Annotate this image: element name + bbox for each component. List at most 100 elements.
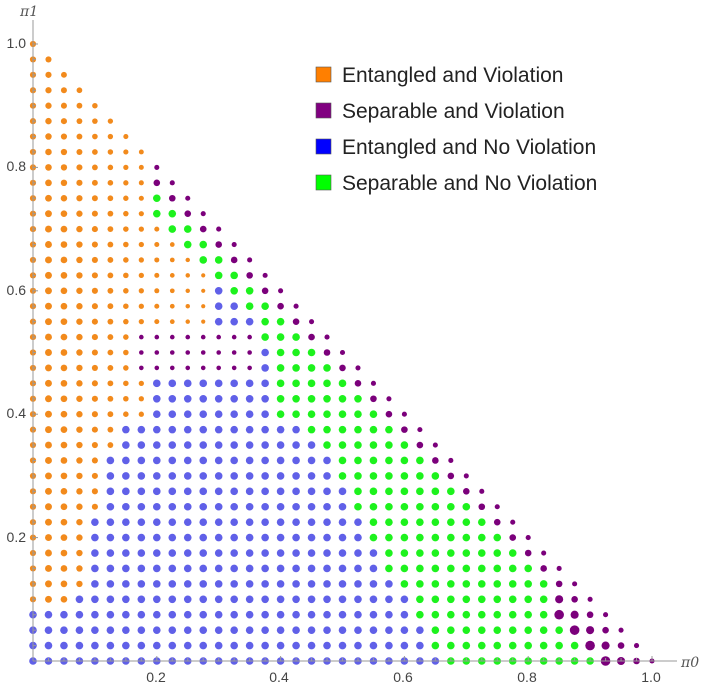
data-point (230, 317, 238, 326)
data-point (216, 334, 221, 340)
data-point (60, 595, 68, 603)
data-point (276, 410, 285, 419)
data-point (154, 334, 160, 340)
data-point (494, 504, 500, 510)
data-point (76, 364, 83, 372)
data-point (106, 518, 115, 526)
data-point (60, 272, 68, 279)
data-point (138, 257, 144, 263)
data-point (76, 426, 83, 433)
data-point (76, 518, 83, 526)
data-point (354, 487, 362, 496)
data-point (168, 410, 177, 419)
data-point (338, 487, 347, 496)
data-point (214, 287, 223, 295)
data-point (276, 472, 285, 480)
data-point (91, 626, 99, 634)
data-point (45, 241, 52, 248)
data-point (447, 502, 455, 511)
data-point (60, 256, 68, 264)
data-point (214, 518, 223, 526)
data-point (431, 533, 440, 542)
data-point (307, 641, 316, 650)
data-point (183, 379, 192, 388)
data-point (92, 149, 98, 155)
data-point (447, 580, 455, 588)
data-point (431, 580, 440, 588)
data-point (92, 102, 98, 109)
data-point (122, 595, 130, 604)
data-point (60, 641, 68, 650)
data-point (245, 456, 254, 465)
data-point (385, 472, 393, 480)
data-point (292, 533, 300, 542)
data-point (432, 442, 438, 448)
data-point (230, 626, 238, 634)
data-point (276, 610, 285, 619)
data-point (214, 271, 223, 280)
x-tick-label: 0.6 (393, 669, 413, 685)
data-point (153, 394, 161, 403)
data-point (416, 533, 424, 542)
data-point (60, 441, 68, 449)
data-point (230, 271, 238, 280)
data-point (185, 303, 190, 309)
data-point (183, 472, 192, 480)
data-point (168, 641, 177, 650)
data-point (199, 595, 208, 604)
data-point (137, 425, 146, 434)
data-point (60, 133, 68, 140)
data-point (45, 534, 52, 542)
data-point (91, 287, 98, 294)
data-point (45, 133, 52, 140)
data-point (400, 533, 409, 542)
y-tick-label: 0.4 (7, 405, 27, 421)
data-point (292, 379, 300, 388)
legend-swatch-entangled-no-violation (315, 138, 332, 155)
data-point (431, 502, 440, 511)
data-point (76, 225, 83, 233)
data-point (199, 456, 208, 465)
data-point (447, 641, 455, 650)
data-point (123, 365, 129, 371)
data-point (138, 226, 144, 232)
data-point (416, 564, 424, 573)
data-point (416, 641, 424, 650)
data-point (183, 549, 192, 557)
data-point (447, 610, 455, 619)
data-point (292, 364, 300, 372)
data-point (76, 241, 83, 248)
data-point (247, 365, 252, 371)
data-point (369, 533, 378, 542)
data-point (493, 610, 502, 619)
data-point (338, 394, 347, 403)
data-point (106, 564, 115, 573)
data-point (76, 148, 83, 155)
data-point (447, 564, 455, 573)
data-point (307, 626, 316, 634)
data-point (91, 195, 98, 202)
data-point (292, 595, 300, 604)
data-point (214, 641, 223, 650)
data-point (431, 487, 440, 496)
data-point (323, 549, 331, 557)
data-point (168, 441, 177, 449)
data-point (247, 257, 253, 263)
data-point (153, 595, 161, 604)
data-point (370, 380, 377, 386)
data-point (354, 456, 362, 465)
data-point (354, 549, 362, 557)
data-point (137, 564, 146, 573)
data-point (138, 272, 144, 279)
data-point (633, 643, 640, 649)
data-point (276, 425, 285, 434)
data-point (91, 210, 98, 217)
data-point (45, 164, 52, 171)
data-point (91, 533, 99, 542)
data-point (400, 641, 409, 650)
data-point (76, 256, 83, 264)
data-point (45, 580, 52, 588)
data-point (91, 595, 99, 604)
data-point (185, 195, 191, 201)
data-point (168, 225, 177, 233)
